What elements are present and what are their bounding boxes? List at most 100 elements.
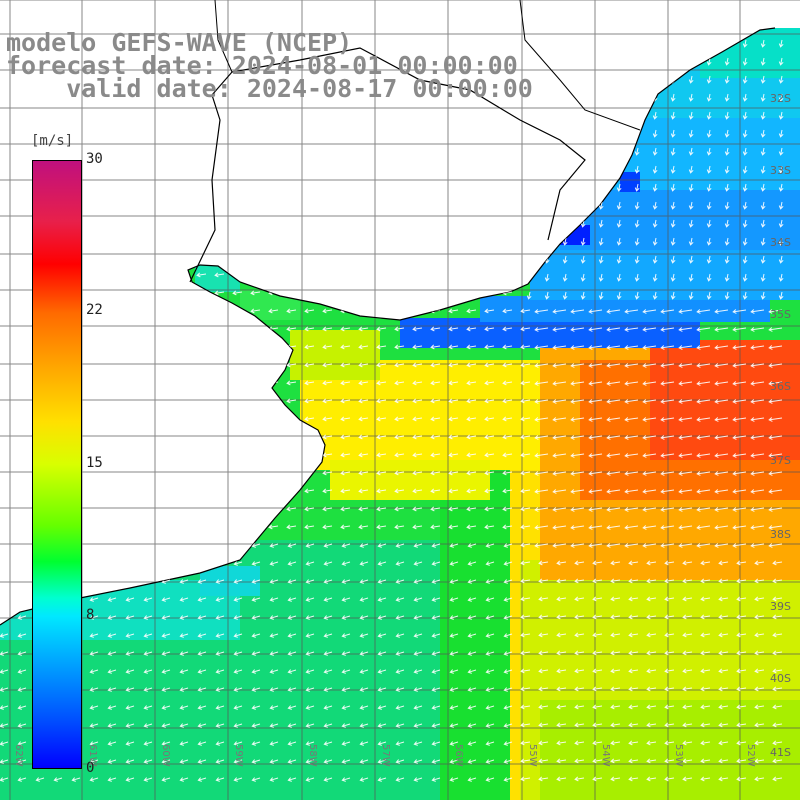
wind-arrow (431, 597, 441, 602)
wind-arrow (466, 506, 477, 512)
wind-arrow (161, 615, 171, 620)
wind-arrow (688, 219, 694, 228)
wind-arrow (214, 254, 225, 260)
wind-arrow (562, 39, 568, 48)
wind-arrow (160, 290, 171, 296)
lat-label: 33S (770, 164, 791, 177)
wind-arrow (412, 146, 423, 152)
wind-arrow (660, 507, 675, 512)
wind-arrow (125, 741, 135, 746)
wind-arrow (322, 128, 333, 134)
wind-arrow (431, 741, 441, 746)
wind-arrow (17, 777, 27, 782)
wind-arrow (700, 596, 711, 602)
wind-arrow (754, 650, 765, 656)
wind-arrow (359, 615, 369, 620)
wind-arrow (706, 291, 712, 300)
wind-arrow (574, 686, 585, 692)
wind-arrow (520, 308, 531, 314)
wind-arrow (520, 506, 531, 512)
wind-arrow (214, 344, 225, 350)
wind-arrow (286, 182, 297, 188)
wind-arrow (179, 777, 189, 782)
wind-arrow (124, 488, 135, 494)
wind-arrow (642, 363, 657, 368)
wind-arrow (125, 759, 135, 764)
wind-arrow (700, 560, 711, 566)
wind-arrow (88, 110, 99, 116)
wind-arrow (736, 560, 747, 566)
wind-arrow (466, 488, 477, 494)
wind-arrow (107, 723, 117, 728)
wind-arrow (431, 669, 441, 674)
wind-arrow (322, 236, 333, 242)
wind-arrow (196, 164, 207, 170)
wind-arrow (323, 669, 333, 674)
wind-arrow (304, 326, 315, 332)
wind-arrow (606, 453, 621, 458)
wind-arrow (106, 488, 117, 494)
wind-arrow (16, 200, 27, 206)
wind-arrow (412, 524, 423, 530)
wind-arrow (359, 741, 369, 746)
wind-arrow (466, 272, 477, 278)
lon-label: 60W (160, 744, 171, 767)
wind-arrow (520, 362, 531, 368)
wind-arrow (628, 686, 639, 692)
wind-arrow (359, 687, 369, 692)
wind-arrow (778, 147, 784, 156)
lon-label: 56W (453, 744, 464, 767)
wind-arrow (197, 705, 207, 710)
wind-arrow (430, 110, 441, 116)
wind-arrow (772, 632, 783, 638)
wind-arrow (341, 633, 351, 638)
wind-arrow (179, 579, 189, 584)
wind-arrow (552, 363, 567, 368)
wind-arrow (197, 651, 207, 656)
wind-arrow (106, 452, 117, 458)
wind-arrow (772, 650, 783, 656)
wind-arrow (538, 614, 549, 620)
wind-arrow (233, 777, 243, 782)
wind-arrow (106, 326, 117, 332)
wind-arrow (634, 273, 640, 282)
wind-arrow (598, 165, 604, 174)
wind-arrow (598, 57, 604, 66)
wind-arrow (714, 309, 729, 314)
wind-arrow (412, 398, 423, 404)
wind-arrow (268, 200, 279, 206)
wind-arrow (467, 543, 477, 548)
wind-arrow (125, 705, 135, 710)
wind-arrow (724, 237, 730, 246)
wind-arrow (286, 164, 297, 170)
wind-arrow (538, 722, 549, 728)
wind-arrow (520, 488, 531, 494)
wind-arrow (359, 705, 369, 710)
wind-arrow (287, 579, 297, 584)
wind-arrow (88, 326, 99, 332)
wind-arrow (732, 417, 747, 422)
wind-arrow (340, 200, 351, 206)
wind-arrow (431, 561, 441, 566)
wind-arrow (678, 489, 693, 494)
wind-arrow (678, 543, 693, 548)
wind-arrow (664, 686, 675, 692)
wind-arrow (750, 417, 765, 422)
lat-label: 39S (770, 600, 791, 613)
wind-arrow (251, 597, 261, 602)
wind-arrow (724, 75, 730, 84)
wind-arrow (467, 597, 477, 602)
wind-arrow (598, 273, 604, 282)
wind-arrow (588, 399, 603, 404)
legend-tick-30: 30 (86, 151, 103, 167)
wind-arrow (431, 687, 441, 692)
wind-arrow (449, 543, 459, 548)
wind-arrow (772, 614, 783, 620)
wind-arrow (430, 182, 441, 188)
wind-arrow (178, 452, 189, 458)
wind-arrow (503, 741, 513, 746)
wind-arrow (431, 705, 441, 710)
wind-arrow (502, 362, 513, 368)
wind-arrow (0, 218, 9, 224)
wind-arrow (412, 452, 423, 458)
